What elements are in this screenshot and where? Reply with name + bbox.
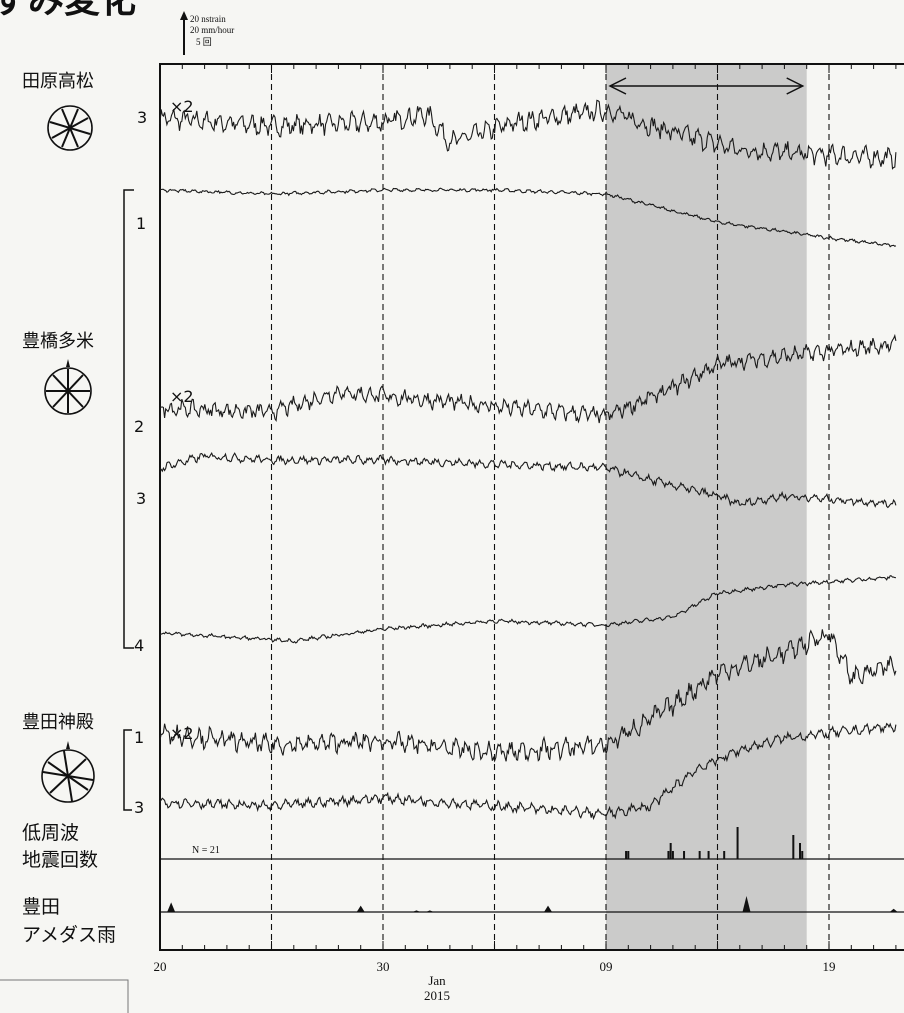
trace-豊田神殿-3 bbox=[159, 722, 897, 821]
lfe-count-bar bbox=[627, 851, 630, 859]
lfe-count-bar bbox=[723, 851, 726, 859]
gridlines bbox=[270, 64, 830, 950]
gain-label: ×2 bbox=[170, 724, 194, 743]
group-label-tahara-takamatsu: 田原高松 bbox=[22, 71, 94, 92]
scale-label-rain: 20 mm/hour bbox=[190, 25, 234, 35]
lfe-count-bar bbox=[792, 835, 795, 859]
lfe-count-bar bbox=[698, 851, 701, 859]
trace-田原高松-3 bbox=[159, 99, 897, 170]
group-label-rain-line1: 豊田 bbox=[22, 896, 60, 918]
chart-title-fragment: ずみ変化 bbox=[0, 0, 136, 21]
rain-bars bbox=[167, 896, 898, 912]
rain-bar bbox=[167, 902, 176, 912]
component-label: 2 bbox=[134, 417, 144, 436]
span-arrow-right-head bbox=[786, 77, 805, 95]
component-label: 1 bbox=[136, 214, 146, 233]
rain-bar bbox=[412, 910, 421, 912]
component-label: 3 bbox=[134, 798, 144, 817]
rain-bar bbox=[742, 896, 751, 912]
x-tick-label: 19 bbox=[823, 959, 836, 974]
gain-label: ×2 bbox=[170, 97, 194, 116]
highlight-span-arrow bbox=[608, 77, 805, 95]
rain-bar bbox=[425, 910, 434, 912]
span-arrow-left-head bbox=[608, 77, 627, 95]
group-label-lfe-line1: 低周波 bbox=[22, 822, 79, 844]
rain-bar bbox=[356, 905, 365, 912]
bracket-toyohashi-tame bbox=[123, 189, 134, 649]
series-traces bbox=[159, 99, 897, 821]
lfe-count-label: N = 21 bbox=[192, 845, 220, 856]
lfe-count-bar bbox=[736, 827, 739, 859]
rain-bar bbox=[889, 908, 898, 912]
highlight-period bbox=[606, 64, 807, 950]
lfe-count-bar bbox=[667, 851, 670, 859]
component-label: 3 bbox=[137, 108, 147, 127]
lfe-count-bar bbox=[707, 851, 710, 859]
component-label: 4 bbox=[134, 636, 144, 655]
group-label-rain-line2: アメダス雨 bbox=[22, 924, 116, 946]
lfe-count-bar bbox=[669, 843, 672, 859]
lfe-bars bbox=[625, 827, 804, 859]
trace-豊橋多米-1 bbox=[159, 187, 897, 248]
bracket-toyota-jinden bbox=[123, 729, 132, 811]
trace-豊田神殿-1 bbox=[159, 629, 897, 763]
lfe-count-bar bbox=[801, 851, 804, 859]
orientation-icon-tahara bbox=[47, 105, 93, 151]
frame-ticks bbox=[159, 64, 897, 950]
x-tick-label: 09 bbox=[600, 959, 613, 974]
rain-bar bbox=[544, 905, 553, 912]
lfe-count-bar bbox=[671, 851, 674, 859]
x-tick-labels: 20 30 09 19 bbox=[154, 959, 836, 974]
trace-豊橋多米-4 bbox=[159, 575, 896, 644]
trace-豊橋多米-3 bbox=[159, 452, 897, 509]
plot-frame bbox=[159, 63, 904, 951]
scale-label-count: 5 回 bbox=[196, 37, 212, 47]
component-label: 3 bbox=[136, 489, 146, 508]
x-tick-label: 20 bbox=[154, 959, 167, 974]
orientation-icon-toyohashi bbox=[44, 359, 92, 415]
trace-豊橋多米-2 bbox=[160, 333, 897, 424]
scale-arrowhead bbox=[180, 11, 188, 20]
group-label-toyota-jinden: 豊田神殿 bbox=[22, 712, 94, 733]
component-label: 1 bbox=[134, 728, 144, 747]
gain-label: ×2 bbox=[170, 387, 194, 406]
x-year-label: 2015 bbox=[424, 988, 450, 1003]
trace-labels: 3 ×2 1 2 ×2 3 4 1 ×2 3 bbox=[134, 97, 194, 817]
lfe-count-bar bbox=[799, 843, 802, 859]
group-label-toyohashi-tame: 豊橋多米 bbox=[22, 331, 94, 352]
lfe-count-bar bbox=[683, 851, 686, 859]
orientation-icon-toyota bbox=[41, 741, 95, 803]
scale-label-strain: 20 nstrain bbox=[190, 14, 226, 24]
lfe-count-bar bbox=[625, 851, 628, 859]
group-label-lfe-line2: 地震回数 bbox=[22, 849, 98, 871]
inset-corner bbox=[0, 979, 129, 1013]
x-tick-label: 30 bbox=[377, 959, 390, 974]
x-month-label: Jan bbox=[428, 973, 446, 988]
